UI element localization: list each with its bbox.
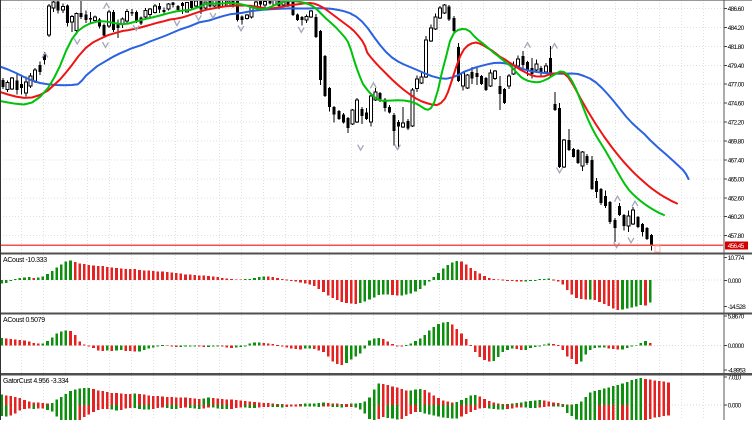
- svg-text:-14.528: -14.528: [728, 304, 746, 311]
- svg-text:0.0000: 0.0000: [728, 343, 745, 350]
- svg-text:474.60: 474.60: [728, 101, 745, 108]
- svg-text:477.00: 477.00: [728, 82, 745, 89]
- svg-text:484.20: 484.20: [728, 25, 745, 32]
- svg-text:GatorCust 4.956 -3.334: GatorCust 4.956 -3.334: [3, 378, 69, 385]
- svg-text:472.20: 472.20: [728, 120, 745, 127]
- svg-text:479.40: 479.40: [728, 63, 745, 70]
- svg-text:481.80: 481.80: [728, 44, 745, 51]
- svg-text:0.000: 0.000: [728, 278, 742, 285]
- svg-text:462.60: 462.60: [728, 195, 745, 202]
- svg-text:486.60: 486.60: [728, 6, 745, 13]
- svg-text:5.8670: 5.8670: [728, 314, 745, 321]
- svg-text:456.45: 456.45: [728, 243, 745, 250]
- svg-text:ACoust 0.5079: ACoust 0.5079: [3, 317, 45, 324]
- svg-text:467.40: 467.40: [728, 157, 745, 164]
- svg-text:7.010: 7.010: [728, 374, 742, 381]
- svg-text:-4.8953: -4.8953: [728, 368, 746, 375]
- svg-text:457.80: 457.80: [728, 233, 745, 240]
- svg-text:460.20: 460.20: [728, 214, 745, 221]
- svg-text:10.774: 10.774: [728, 255, 745, 262]
- svg-text:0.000: 0.000: [728, 402, 742, 409]
- svg-text:469.80: 469.80: [728, 139, 745, 146]
- svg-text:465.00: 465.00: [728, 176, 745, 183]
- svg-text:ACoust -10.333: ACoust -10.333: [3, 257, 47, 264]
